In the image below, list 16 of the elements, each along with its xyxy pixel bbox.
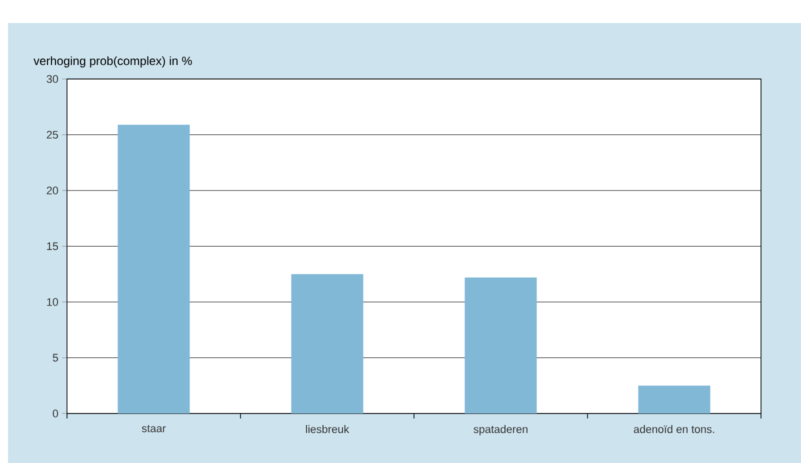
y-tick-label: 30 <box>46 75 58 83</box>
y-tick-label: 5 <box>52 354 58 362</box>
y-tick-label: 0 <box>52 410 58 418</box>
y-tick-label: 10 <box>47 298 58 306</box>
x-tick-label: liesbreuk <box>306 425 350 434</box>
bar <box>464 277 537 414</box>
bar <box>118 124 190 414</box>
x-tick-label: adenoïd en tons. <box>634 425 714 434</box>
x-tick-label: spataderen <box>474 425 528 436</box>
y-tick-label: 25 <box>46 130 58 139</box>
bar <box>291 274 364 414</box>
x-tick-label: staar <box>142 425 166 432</box>
y-tick-label: 15 <box>47 242 58 250</box>
bar <box>638 386 710 414</box>
y-axis-title: verhoging prob(complex) in % <box>34 56 192 68</box>
y-tick-label: 20 <box>46 186 58 194</box>
